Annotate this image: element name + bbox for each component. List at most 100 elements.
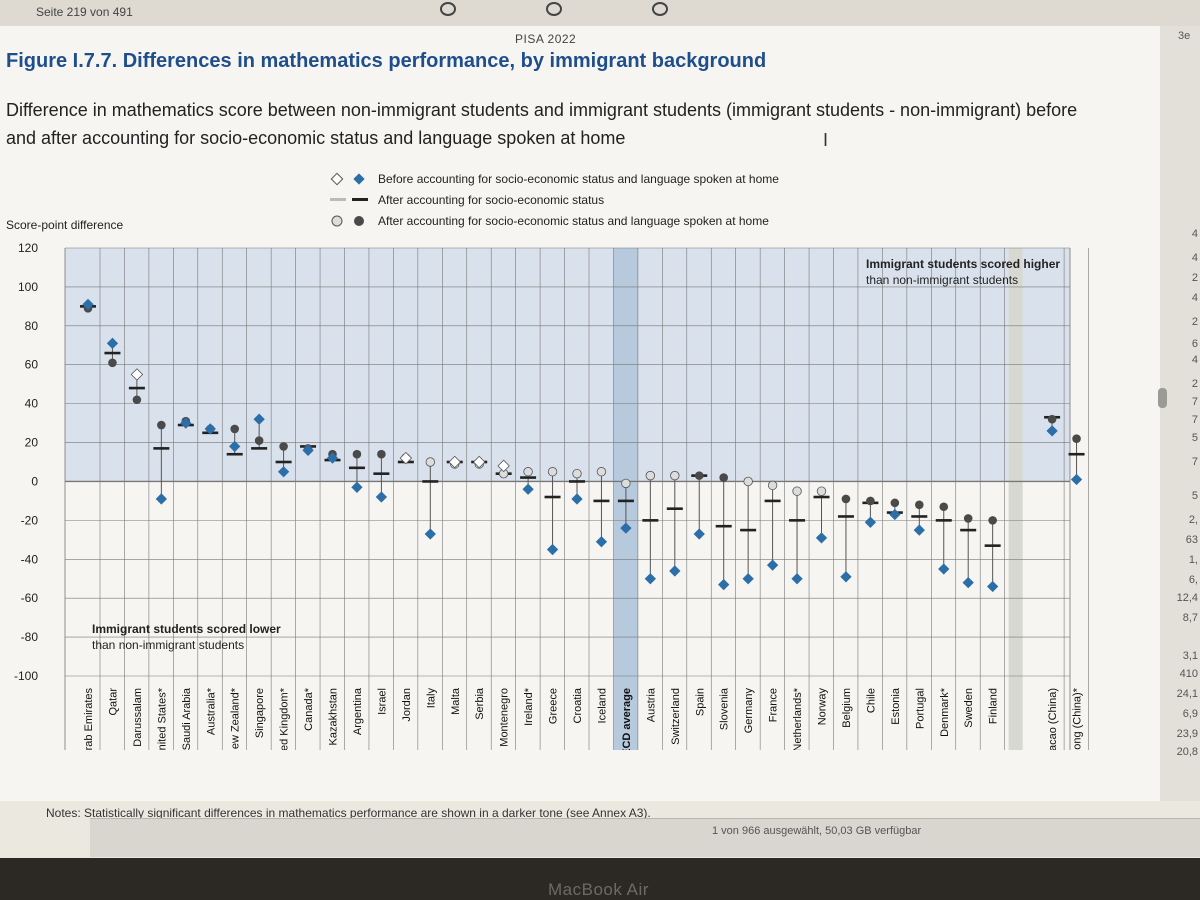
- chart-area: -100 -80 -60 -40 -20 0 20 40 60 80 100 120 Immigrant…: [14, 241, 1089, 750]
- side-number: 4: [1191, 354, 1198, 366]
- scrollbar-thumb[interactable]: [1158, 388, 1167, 408]
- diamond-point: [497, 459, 510, 473]
- side-number: 6: [1191, 338, 1198, 350]
- category-label: Montenegro: [499, 688, 511, 747]
- ses-bar: [153, 447, 170, 450]
- diamond-point: [302, 444, 314, 456]
- category-label: Australia*: [205, 687, 217, 735]
- figure-subtitle: Difference in mathematics score between …: [6, 100, 1078, 148]
- ses-bar: [348, 466, 365, 470]
- ses-bar: [275, 460, 292, 464]
- diamond-point: [938, 563, 950, 575]
- ses-bar: [520, 476, 537, 479]
- y-tick-label: -100: [14, 669, 38, 683]
- diamond-point: [1070, 473, 1083, 486]
- diamond-point: [669, 565, 681, 577]
- diamond-point: [399, 451, 413, 465]
- diamond-point: [595, 536, 608, 548]
- diamond-point: [840, 571, 852, 583]
- ses-bar: [764, 499, 781, 503]
- legend-item-ses-lang: After accounting for socio-economic stat…: [330, 210, 779, 231]
- ses-bar: [837, 515, 854, 518]
- circle-point: [670, 470, 680, 481]
- y-tick-label: 20: [25, 436, 39, 450]
- diamond-icon: [353, 172, 365, 185]
- ses-bar: [1068, 452, 1085, 456]
- diamond-point: [742, 573, 754, 585]
- diamond-point: [864, 516, 877, 528]
- side-number: 3,1: [1182, 650, 1198, 662]
- category-label: Kazakhstan: [328, 688, 340, 745]
- viewer-toolbar: Seite 219 von 491: [0, 0, 1200, 27]
- diamond-point: [620, 522, 632, 534]
- y-tick-label: 80: [25, 319, 39, 333]
- annotation-upper-1: Immigrant students scored higher: [866, 257, 1060, 271]
- diamond-point: [913, 524, 925, 536]
- side-number: 20,8: [1176, 746, 1198, 758]
- figure-notes: Notes: Statistically significant differe…: [46, 806, 651, 820]
- circle-point: [157, 420, 166, 430]
- y-tick-label: 60: [25, 358, 39, 372]
- side-number: 4: [1191, 228, 1198, 240]
- side-number: 12,4: [1176, 592, 1198, 604]
- circle-point: [1072, 434, 1081, 443]
- storage-status: 1 von 966 ausgewählt, 50,03 GB verfügbar: [712, 825, 922, 837]
- corner-text: 3e: [1178, 30, 1191, 42]
- annotation-lower-2: than non-immigrant students: [92, 638, 244, 652]
- side-number: 2,: [1188, 514, 1198, 526]
- category-label: Greece: [548, 688, 560, 724]
- side-number: 7: [1191, 414, 1198, 426]
- ses-bar: [544, 495, 561, 499]
- toolbar-icon-1[interactable]: [440, 2, 456, 16]
- toolbar-icon-3[interactable]: [652, 2, 668, 16]
- y-tick-label: 40: [25, 397, 39, 411]
- circle-point: [816, 486, 827, 496]
- legend-item-before: Before accounting for socio-economic sta…: [330, 168, 779, 189]
- circle-point: [915, 500, 924, 510]
- ses-bar: [740, 528, 757, 532]
- ses-bar: [226, 452, 243, 456]
- toolbar-icon-2[interactable]: [546, 2, 562, 16]
- circle-point: [939, 502, 949, 512]
- category-label: Qatar: [107, 688, 119, 716]
- circle-point: [523, 467, 533, 477]
- side-number: 7: [1191, 456, 1198, 468]
- diamond-point: [718, 578, 730, 591]
- side-number: 8,7: [1182, 612, 1198, 624]
- page-indicator: Seite 219 von 491: [36, 5, 133, 19]
- diamond-point: [1046, 425, 1058, 437]
- y-tick-label: 0: [31, 474, 38, 488]
- diamond-point: [277, 466, 290, 478]
- page-header: PISA 2022: [515, 32, 577, 46]
- circle-point: [621, 478, 631, 489]
- circle-point: [572, 468, 582, 479]
- category-label: France: [768, 688, 780, 722]
- category-label: Spain: [694, 688, 706, 716]
- diamond-point: [448, 455, 461, 469]
- category-label: Ireland*: [523, 687, 535, 726]
- category-label: United Kingdom*: [279, 687, 291, 750]
- ses-bar: [251, 447, 268, 450]
- category-label: Portugal: [914, 688, 926, 729]
- diamond-point: [571, 493, 583, 505]
- category-label: Norway: [817, 688, 829, 726]
- category-label: Sweden: [963, 688, 975, 728]
- circle-point: [254, 436, 264, 445]
- separator-column: [1008, 248, 1023, 750]
- category-label: Belgium: [841, 688, 853, 728]
- legend-label-ses-lang: After accounting for socio-economic stat…: [378, 213, 769, 228]
- diamond-point: [766, 559, 779, 571]
- side-number: 7: [1191, 396, 1198, 408]
- circle-point: [988, 516, 997, 525]
- y-tick-label: -60: [21, 591, 39, 605]
- circle-point: [377, 449, 386, 459]
- category-label: Croatia: [572, 687, 584, 723]
- circle-point: [1047, 414, 1057, 424]
- category-label: Brunei Darussalam: [132, 688, 144, 750]
- ses-bar: [104, 351, 121, 355]
- ses-bar: [935, 519, 952, 522]
- finder-status-bar: 1 von 966 ausgewählt, 50,03 GB verfügbar: [90, 818, 1200, 857]
- text-cursor-icon: I: [823, 130, 829, 150]
- diamond-point: [155, 493, 168, 505]
